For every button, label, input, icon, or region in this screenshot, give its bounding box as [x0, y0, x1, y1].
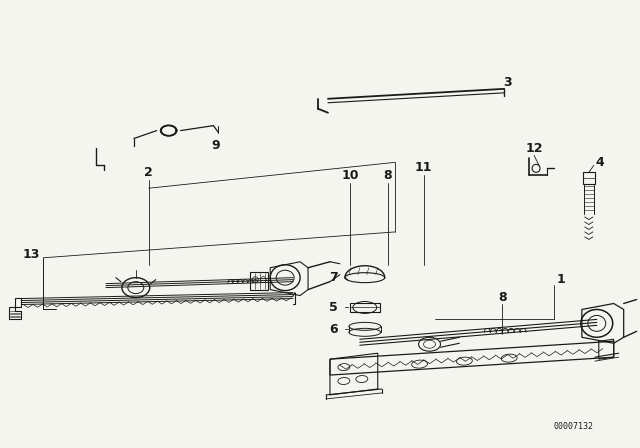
Bar — [250, 271, 268, 289]
Text: 7: 7 — [329, 271, 338, 284]
Text: 6: 6 — [330, 323, 338, 336]
Text: 8: 8 — [498, 291, 506, 304]
Text: 1: 1 — [557, 273, 566, 286]
Text: 12: 12 — [525, 142, 543, 155]
Text: 5: 5 — [329, 301, 338, 314]
Text: 00007132: 00007132 — [554, 422, 594, 431]
Text: 4: 4 — [596, 156, 605, 169]
Text: 2: 2 — [145, 166, 153, 179]
Text: 10: 10 — [341, 169, 358, 182]
Text: 11: 11 — [415, 161, 432, 174]
Text: 13: 13 — [22, 248, 40, 261]
Text: 8: 8 — [383, 169, 392, 182]
Text: 3: 3 — [503, 76, 511, 90]
Text: 9: 9 — [211, 139, 220, 152]
